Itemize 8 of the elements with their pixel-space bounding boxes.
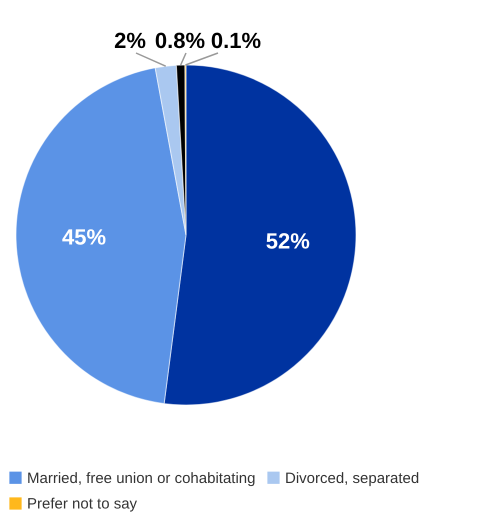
data-label: 0.8% — [154, 28, 206, 53]
legend-label: Divorced, separated — [285, 470, 420, 487]
data-label: 52% — [266, 228, 310, 254]
data-label: 0.1% — [210, 28, 262, 53]
legend-label: Married, free union or cohabitating — [27, 470, 256, 487]
data-label: 45% — [62, 224, 106, 250]
legend-label: Prefer not to say — [27, 496, 138, 512]
data-label: 2% — [114, 28, 146, 53]
